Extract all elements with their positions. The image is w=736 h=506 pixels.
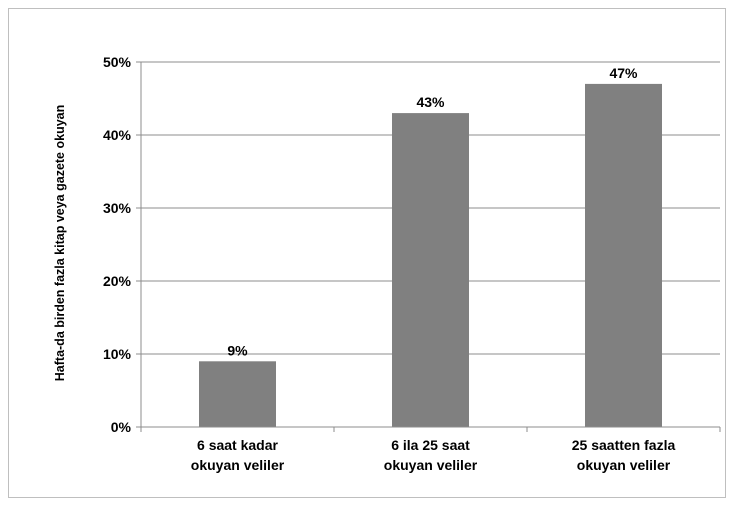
data-label-3: 47%: [609, 65, 638, 81]
x-category-label-3: 25 saatten fazla okuyan veliler: [572, 437, 676, 473]
data-label-2: 43%: [416, 94, 445, 110]
bar-2: [392, 113, 469, 427]
y-tick-label: 40%: [103, 127, 132, 143]
y-tick-label: 10%: [103, 346, 132, 362]
y-tick-label: 0%: [111, 419, 132, 435]
x-category-label-2: 6 ila 25 saat okuyan veliler: [384, 437, 478, 473]
labels: 0% 10% 20% 30% 40% 50% 9% 6 saat kadar okuyan ve…: [103, 54, 675, 473]
bar-1: [199, 361, 276, 427]
y-tick-label: 20%: [103, 273, 132, 289]
x-category-label-line: okuyan veliler: [191, 457, 285, 473]
data-label-1: 9%: [227, 342, 248, 358]
x-category-label-line: 6 saat kadar: [197, 437, 278, 453]
axes: [136, 61, 721, 432]
bars: [199, 83, 662, 428]
x-category-label-1: 6 saat kadar okuyan veliler: [191, 437, 285, 473]
bar-3: [585, 83, 662, 428]
x-category-label-line: 6 ila 25 saat: [391, 437, 470, 453]
x-category-label-line: okuyan veliler: [384, 457, 478, 473]
y-axis-title: Hafta-da birden fazla kitap veya gazete …: [53, 105, 67, 381]
x-category-label-line: okuyan veliler: [577, 457, 671, 473]
y-tick-label: 30%: [103, 200, 132, 216]
y-tick-label: 50%: [103, 54, 132, 70]
x-category-label-line: 25 saatten fazla: [572, 437, 676, 453]
